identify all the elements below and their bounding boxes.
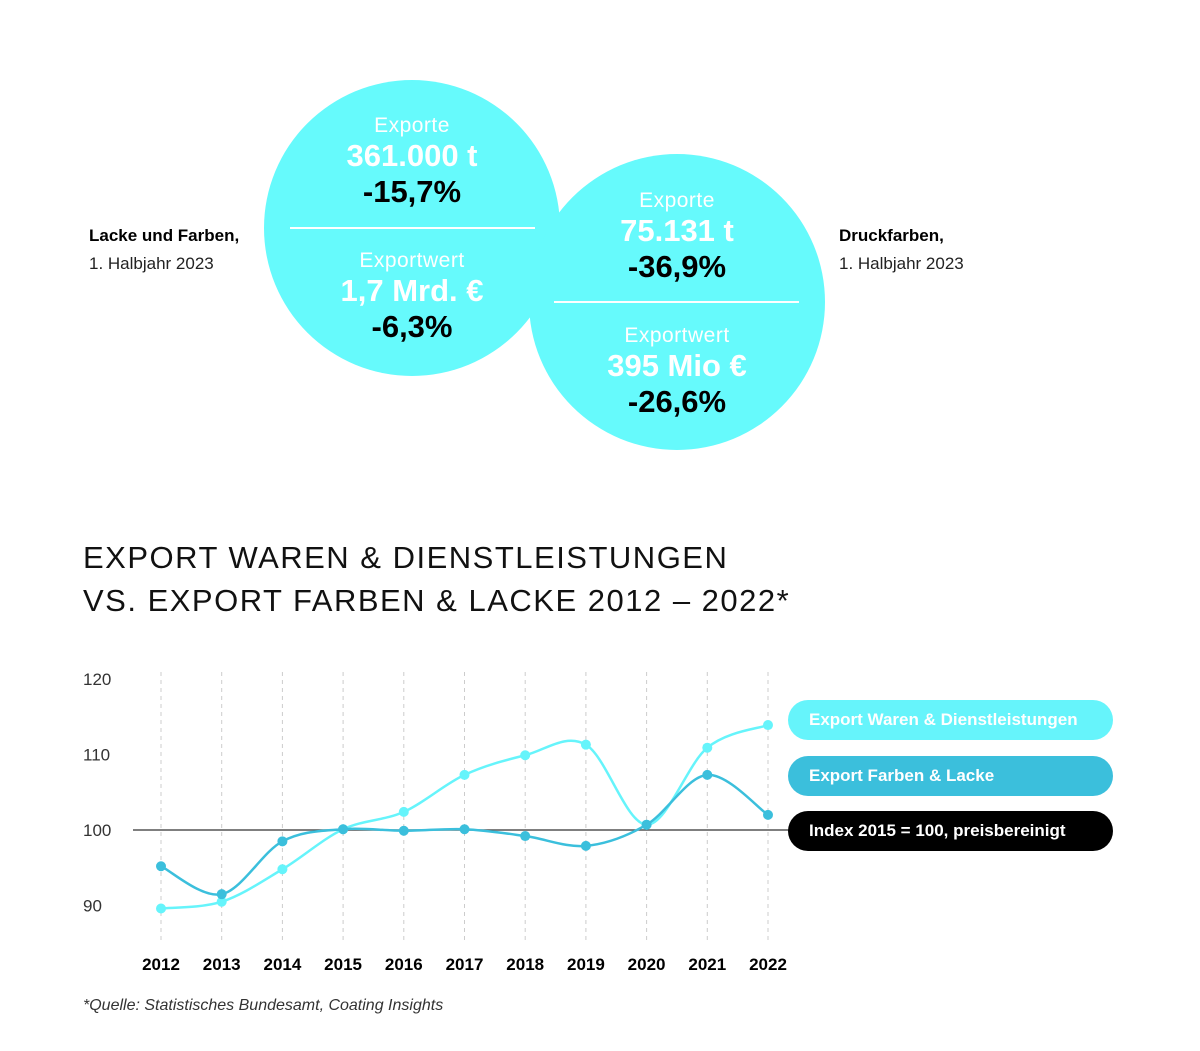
right-exports-change: -36,9% xyxy=(627,249,727,284)
data-point xyxy=(702,742,713,753)
data-point xyxy=(277,864,288,875)
data-point xyxy=(459,769,470,780)
left-value-change: -6,3% xyxy=(371,309,453,344)
right-value-label: Exportwert xyxy=(624,324,730,347)
right-caption: Druckfarben, 1. Halbjahr 2023 xyxy=(839,222,964,278)
index-note: Index 2015 = 100, preisbereinigt xyxy=(788,811,1113,851)
data-point xyxy=(580,739,591,750)
right-caption-title: Druckfarben, xyxy=(839,226,944,245)
left-divider xyxy=(290,227,535,229)
right-divider xyxy=(554,301,799,303)
x-tick-label: 2021 xyxy=(688,955,726,974)
data-point xyxy=(580,840,591,851)
legend-farben: Export Farben & Lacke xyxy=(788,756,1113,796)
y-tick-label: 110 xyxy=(83,746,110,765)
x-tick-label: 2018 xyxy=(506,955,544,974)
chart-title-line1: EXPORT WAREN & DIENSTLEISTUNGEN xyxy=(83,540,729,575)
left-caption: Lacke und Farben, 1. Halbjahr 2023 xyxy=(89,222,239,278)
x-tick-label: 2012 xyxy=(142,955,180,974)
source-note: *Quelle: Statistisches Bundesamt, Coatin… xyxy=(83,997,444,1014)
x-tick-label: 2017 xyxy=(446,955,484,974)
data-point xyxy=(641,819,652,830)
data-point xyxy=(520,750,531,761)
right-value: Exportwert 395 Mio € -26,6% xyxy=(529,324,825,420)
data-point xyxy=(398,806,409,817)
x-tick-label: 2015 xyxy=(324,955,362,974)
left-value-label: Exportwert xyxy=(359,249,465,272)
data-point xyxy=(156,903,166,914)
left-exports-value: 361.000 t xyxy=(346,138,478,173)
right-caption-period: 1. Halbjahr 2023 xyxy=(839,254,964,273)
left-exports-label: Exporte xyxy=(374,114,450,137)
left-exports-change: -15,7% xyxy=(362,174,462,209)
right-value-value: 395 Mio € xyxy=(607,348,747,383)
left-value-value: 1,7 Mrd. € xyxy=(340,273,484,308)
left-caption-period: 1. Halbjahr 2023 xyxy=(89,254,214,273)
data-point xyxy=(216,896,227,907)
y-tick-label: 90 xyxy=(83,897,102,916)
x-tick-label: 2020 xyxy=(628,955,666,974)
data-point xyxy=(156,861,166,872)
x-tick-label: 2016 xyxy=(385,955,423,974)
x-tick-label: 2013 xyxy=(203,955,241,974)
legend-waren: Export Waren & Dienstleistungen xyxy=(788,700,1113,740)
left-exports: Exporte 361.000 t -15,7% xyxy=(264,114,560,210)
right-exports: Exporte 75.131 t -36,9% xyxy=(529,189,825,285)
chart-title-line2: VS. EXPORT FARBEN & LACKE 2012 – 2022* xyxy=(83,583,791,618)
data-point xyxy=(520,831,531,842)
chart-title: EXPORT WAREN & DIENSTLEISTUNGEN VS. EXPO… xyxy=(83,536,790,622)
x-tick-label: 2022 xyxy=(749,955,787,974)
data-point xyxy=(763,809,773,820)
data-point xyxy=(216,889,227,900)
data-point xyxy=(338,824,349,835)
x-tick-label: 2014 xyxy=(263,955,301,974)
y-tick-label: 100 xyxy=(83,821,111,840)
data-point xyxy=(398,825,409,836)
right-value-change: -26,6% xyxy=(627,384,727,419)
data-point xyxy=(763,720,773,731)
x-tick-label: 2019 xyxy=(567,955,605,974)
right-exports-value: 75.131 t xyxy=(620,213,734,248)
data-point xyxy=(277,836,288,847)
left-value: Exportwert 1,7 Mrd. € -6,3% xyxy=(264,249,560,345)
data-point xyxy=(459,824,470,835)
data-point xyxy=(702,769,713,780)
left-caption-title: Lacke und Farben, xyxy=(89,226,240,245)
y-tick-label: 120 xyxy=(83,670,111,689)
right-exports-label: Exporte xyxy=(639,189,715,212)
